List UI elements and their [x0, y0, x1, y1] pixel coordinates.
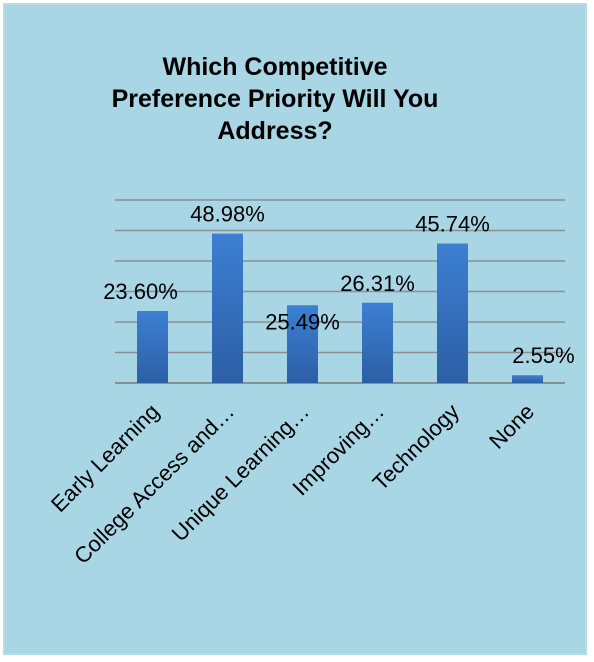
chart-title-line-1: Which Competitive	[162, 53, 387, 81]
chart-title-line-3: Address?	[217, 117, 332, 145]
bar-1	[212, 233, 243, 383]
bar-5	[512, 375, 543, 383]
data-labels: 23.60% 48.98% 25.49%26.31% 45.74% 2.55%	[103, 202, 575, 369]
bar-4	[437, 243, 468, 383]
bar-chart: Which Competitive Preference Priority Wi…	[46, 53, 575, 569]
gridlines	[115, 199, 565, 384]
bar-3	[362, 302, 393, 383]
bars	[137, 233, 543, 383]
data-label-2: 25.49%	[265, 309, 340, 334]
data-label-0: 23.60%	[103, 279, 178, 304]
chart-title: Which Competitive Preference Priority Wi…	[112, 53, 439, 145]
x-tick-label-2: Unique Learning…	[167, 399, 314, 546]
data-label-1: 48.98%	[190, 202, 265, 227]
chart-frame: Which Competitive Preference Priority Wi…	[3, 3, 587, 655]
data-label-5: 2.55%	[512, 343, 574, 368]
data-label-3: 26.31%	[340, 271, 415, 296]
bar-0	[137, 311, 168, 383]
x-tick-label-5: None	[484, 399, 539, 454]
bar-2	[287, 305, 318, 383]
chart-title-line-2: Preference Priority Will You	[112, 85, 439, 113]
data-label-4: 45.74%	[415, 211, 490, 236]
